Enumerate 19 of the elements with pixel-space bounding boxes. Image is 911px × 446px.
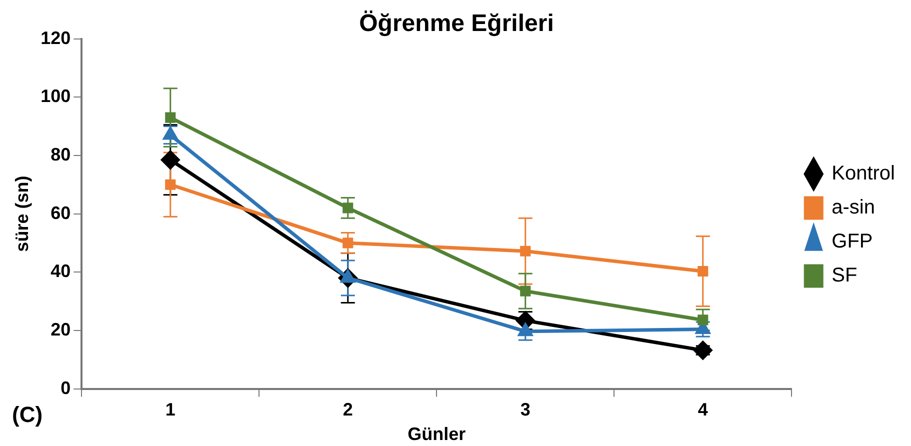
y-tick-label: 120 [40, 28, 71, 48]
legend-label: GFP [832, 230, 873, 253]
legend-label: SF [832, 264, 858, 287]
text: (C) [12, 402, 43, 428]
legend-label: Kontrol [832, 162, 896, 185]
x-tick-label: 1 [165, 400, 176, 420]
y-tick-label: 80 [50, 144, 71, 164]
y-tick-label: 40 [50, 261, 71, 282]
x-axis-title: Günler [408, 424, 466, 444]
legend-label: a-sin [832, 196, 875, 219]
y-tick-label: 100 [40, 86, 71, 106]
y-tick-label: 60 [50, 202, 71, 223]
x-tick-label: 2 [342, 400, 353, 420]
y-axis-title: süre (sn) [12, 176, 32, 252]
x-tick-label: 4 [698, 400, 708, 420]
chart-title: Öğrenme Eğrileri [359, 10, 554, 38]
y-tick-label: 0 [60, 378, 71, 398]
x-tick-label: 3 [520, 400, 530, 420]
y-tick-label: 20 [50, 319, 71, 340]
